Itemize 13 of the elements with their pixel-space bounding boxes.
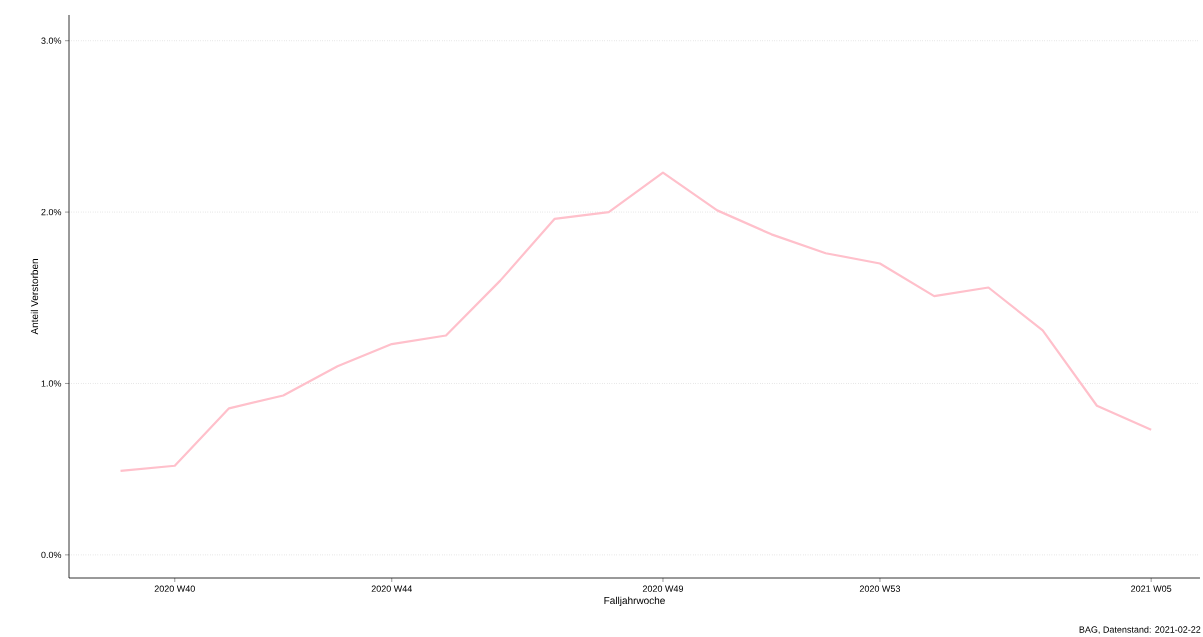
- x-tick-label: 2020 W49: [642, 585, 684, 592]
- x-tick-label: 2020 W40: [154, 585, 195, 592]
- y-tick-label: 0.0%: [41, 551, 62, 559]
- y-tick-label: 2.0%: [41, 208, 62, 216]
- text: BAG, Datenstand: 2021-02-22: [1079, 626, 1201, 634]
- y-axis-title: Anteil Verstorben: [30, 259, 39, 335]
- x-tick-label: 2021 W05: [1131, 585, 1172, 592]
- x-tick-label: 2020 W53: [859, 585, 901, 592]
- x-axis-title: Falljahrwoche: [604, 596, 665, 607]
- line-series: [119, 171, 1153, 472]
- x-tick-label: 2020 W44: [371, 585, 412, 592]
- y-tick-label: 1.0%: [41, 380, 62, 387]
- y-tick-label: 3.0%: [41, 37, 62, 44]
